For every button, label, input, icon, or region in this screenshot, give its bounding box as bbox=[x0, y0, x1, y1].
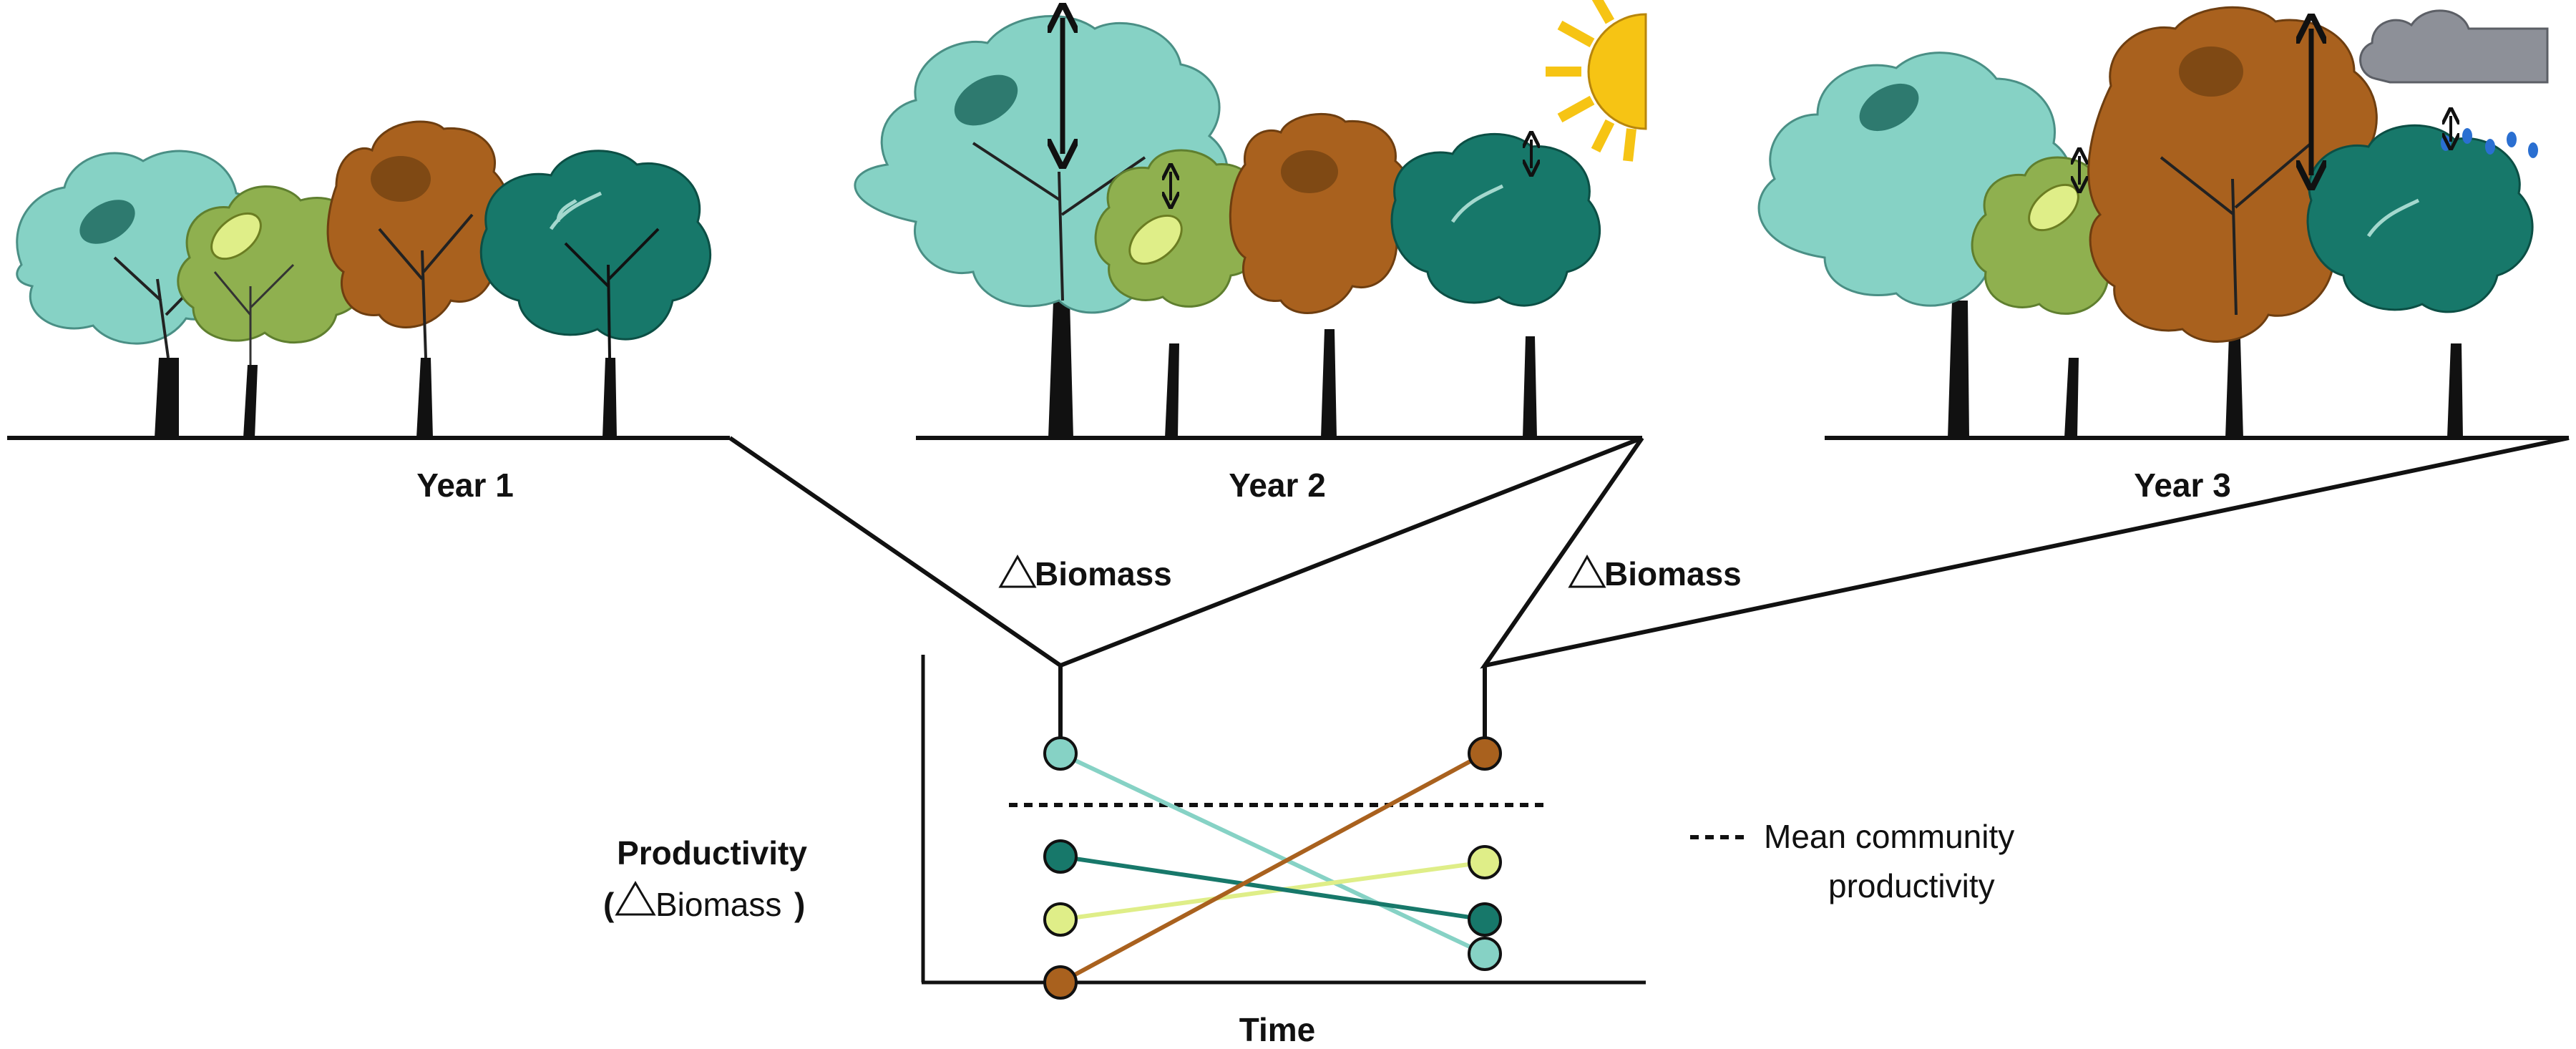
leaf-icon bbox=[2179, 47, 2243, 97]
y-axis-label-word: Biomass bbox=[655, 886, 781, 923]
y-axis-label-line1: Productivity bbox=[617, 834, 807, 872]
delta-connectors bbox=[728, 436, 2570, 755]
rain-cloud-icon bbox=[2359, 9, 2549, 158]
delta-biomass-label: Biomass bbox=[1568, 554, 1742, 592]
data-point-1-0 bbox=[1043, 902, 1078, 937]
y-axis-label: Productivity ( Biomass ) bbox=[603, 834, 807, 923]
connector-year1-year2 bbox=[728, 436, 1644, 668]
tree-lime bbox=[177, 185, 369, 438]
legend-text-line1: Mean community bbox=[1764, 818, 2014, 855]
series-line-1 bbox=[1060, 860, 1485, 922]
x-axis-label: Time bbox=[1239, 1011, 1316, 1048]
delta-icon bbox=[615, 881, 656, 916]
y-axis-label-open-paren: ( bbox=[603, 886, 615, 923]
tree-dark-teal bbox=[479, 150, 711, 438]
data-point-3-1 bbox=[1468, 736, 1502, 771]
y-axis-label-close-paren: ) bbox=[794, 886, 805, 923]
tree-brown bbox=[326, 120, 511, 438]
leaf-icon bbox=[1281, 150, 1338, 193]
leaf-icon bbox=[2366, 198, 2420, 238]
series-line-0 bbox=[1059, 751, 1486, 956]
tree-brown bbox=[1229, 112, 1413, 438]
panel-label: Year 3 bbox=[2134, 467, 2231, 504]
data-point-2-1 bbox=[1468, 902, 1502, 937]
year-2-panel: Year 2 bbox=[854, 0, 1647, 504]
panel-label: Year 2 bbox=[1229, 467, 1326, 504]
sun-icon bbox=[1546, 0, 1647, 162]
leaf-icon bbox=[954, 74, 1018, 126]
leaf-icon bbox=[1128, 214, 1183, 265]
legend: Mean community productivity bbox=[1690, 818, 2014, 904]
tree-lime bbox=[1094, 149, 1265, 438]
panel-label: Year 1 bbox=[416, 467, 514, 504]
series-line-3 bbox=[1059, 751, 1486, 985]
data-point-0-1 bbox=[1468, 937, 1502, 971]
productivity-plot bbox=[921, 655, 1646, 1000]
year-1-panel: Year 1 bbox=[7, 120, 730, 504]
leaf-icon bbox=[549, 191, 602, 230]
year-3-panel: Year 3 bbox=[1757, 6, 2569, 504]
delta-icon bbox=[998, 554, 1037, 588]
leaf-icon bbox=[1859, 83, 1919, 132]
data-point-0-0 bbox=[1043, 736, 1078, 771]
delta-label-text: Biomass bbox=[1604, 555, 1742, 592]
connector-year2-year3 bbox=[1480, 436, 2570, 669]
leaf-icon bbox=[210, 212, 262, 260]
data-point-2-0 bbox=[1043, 839, 1078, 874]
tree-dark-teal bbox=[1390, 132, 1601, 438]
leaf-icon bbox=[79, 200, 135, 244]
series-line-2 bbox=[1060, 854, 1485, 922]
delta-biomass-label: Biomass bbox=[998, 554, 1172, 592]
legend-text-line2: productivity bbox=[1828, 867, 1995, 904]
delta-label-text: Biomass bbox=[1035, 555, 1172, 592]
tree-dark-teal bbox=[2306, 124, 2534, 438]
delta-icon bbox=[1568, 554, 1606, 588]
leaf-icon bbox=[1450, 184, 1504, 223]
data-point-3-0 bbox=[1043, 965, 1078, 1000]
leaf-icon bbox=[371, 156, 431, 202]
data-point-1-1 bbox=[1468, 845, 1502, 879]
